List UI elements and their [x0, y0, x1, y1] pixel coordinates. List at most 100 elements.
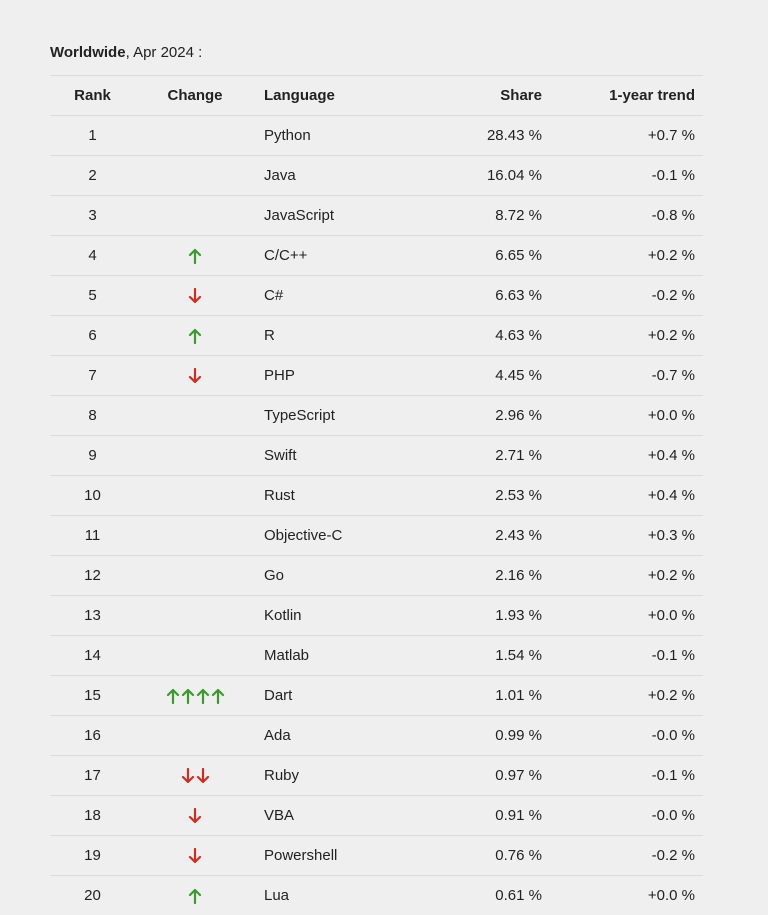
- header-change: Change: [135, 76, 255, 116]
- share-cell: 6.65 %: [429, 236, 550, 276]
- change-cell: [135, 316, 255, 356]
- trend-cell: -0.2 %: [550, 836, 703, 876]
- change-cell: [135, 596, 255, 636]
- table-caption: Worldwide, Apr 2024 :: [50, 44, 202, 61]
- trend-cell: +0.2 %: [550, 316, 703, 356]
- share-cell: 1.93 %: [429, 596, 550, 636]
- language-cell: Swift: [255, 436, 429, 476]
- language-cell: R: [255, 316, 429, 356]
- caption-date: , Apr 2024 :: [126, 44, 203, 61]
- share-cell: 2.96 %: [429, 396, 550, 436]
- rank-cell: 14: [50, 636, 135, 676]
- change-cell: [135, 676, 255, 716]
- language-cell: C#: [255, 276, 429, 316]
- trend-cell: +0.0 %: [550, 876, 703, 915]
- change-cell: [135, 156, 255, 196]
- share-cell: 28.43 %: [429, 116, 550, 156]
- language-cell: Ruby: [255, 756, 429, 796]
- language-cell: Lua: [255, 876, 429, 915]
- language-cell: Matlab: [255, 636, 429, 676]
- change-cell: [135, 756, 255, 796]
- rank-cell: 10: [50, 476, 135, 516]
- change-cell: [135, 276, 255, 316]
- change-cell: [135, 436, 255, 476]
- language-cell: Kotlin: [255, 596, 429, 636]
- change-cell: [135, 716, 255, 756]
- change-cell: [135, 356, 255, 396]
- arrow-up-icon: [188, 248, 202, 264]
- rank-cell: 4: [50, 236, 135, 276]
- language-cell: Powershell: [255, 836, 429, 876]
- share-cell: 0.99 %: [429, 716, 550, 756]
- rank-cell: 20: [50, 876, 135, 915]
- share-cell: 2.71 %: [429, 436, 550, 476]
- trend-cell: -0.0 %: [550, 716, 703, 756]
- language-cell: C/C++: [255, 236, 429, 276]
- trend-cell: +0.3 %: [550, 516, 703, 556]
- rank-cell: 13: [50, 596, 135, 636]
- language-cell: VBA: [255, 796, 429, 836]
- rank-cell: 16: [50, 716, 135, 756]
- change-arrows: [166, 688, 225, 704]
- trend-cell: +0.2 %: [550, 676, 703, 716]
- trend-cell: +0.7 %: [550, 116, 703, 156]
- change-arrows: [188, 328, 202, 344]
- language-cell: Rust: [255, 476, 429, 516]
- rank-cell: 3: [50, 196, 135, 236]
- share-cell: 1.01 %: [429, 676, 550, 716]
- rank-cell: 11: [50, 516, 135, 556]
- rank-cell: 17: [50, 756, 135, 796]
- arrow-down-icon: [188, 808, 202, 824]
- rank-cell: 6: [50, 316, 135, 356]
- trend-cell: +0.2 %: [550, 236, 703, 276]
- change-arrows: [188, 808, 202, 824]
- share-cell: 6.63 %: [429, 276, 550, 316]
- trend-cell: -0.0 %: [550, 796, 703, 836]
- arrow-down-icon: [188, 848, 202, 864]
- trend-cell: -0.7 %: [550, 356, 703, 396]
- header-language: Language: [255, 76, 429, 116]
- trend-cell: +0.4 %: [550, 436, 703, 476]
- language-cell: Python: [255, 116, 429, 156]
- arrow-down-icon: [188, 288, 202, 304]
- rank-cell: 1: [50, 116, 135, 156]
- change-arrows: [188, 888, 202, 904]
- rank-cell: 18: [50, 796, 135, 836]
- share-cell: 0.91 %: [429, 796, 550, 836]
- table-row: 4 C/C++6.65 %+0.2 %: [50, 236, 703, 276]
- share-cell: 1.54 %: [429, 636, 550, 676]
- change-cell: [135, 556, 255, 596]
- change-cell: [135, 396, 255, 436]
- language-cell: Java: [255, 156, 429, 196]
- share-cell: 16.04 %: [429, 156, 550, 196]
- arrow-up-icon: [166, 688, 180, 704]
- share-cell: 2.53 %: [429, 476, 550, 516]
- change-cell: [135, 796, 255, 836]
- share-cell: 4.63 %: [429, 316, 550, 356]
- language-cell: Objective-C: [255, 516, 429, 556]
- share-cell: 0.76 %: [429, 836, 550, 876]
- change-cell: [135, 476, 255, 516]
- change-arrows: [188, 288, 202, 304]
- arrow-down-icon: [181, 768, 195, 784]
- header-row: Rank Change Language Share 1-year trend: [50, 76, 703, 116]
- header-rank: Rank: [50, 76, 135, 116]
- language-cell: PHP: [255, 356, 429, 396]
- header-share: Share: [429, 76, 550, 116]
- language-ranking-table: Rank Change Language Share 1-year trend …: [50, 75, 703, 915]
